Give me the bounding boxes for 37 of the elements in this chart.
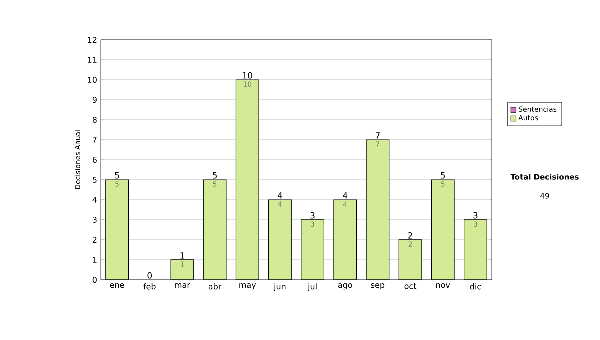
total-label: 5 xyxy=(441,172,446,179)
x-tick-label: dic xyxy=(470,284,482,290)
x-tick-label: ene xyxy=(110,284,124,288)
x-tick-label: sep xyxy=(371,284,385,290)
x-tick-label: mar xyxy=(175,284,190,288)
y-tick-label: 0 xyxy=(92,276,97,284)
x-tick-label: feb xyxy=(144,284,156,290)
y-tick-label: 7 xyxy=(93,137,97,143)
total-label: 0 xyxy=(148,272,152,279)
y-tick-label: 3 xyxy=(93,216,97,224)
y-tick-label: 1 xyxy=(93,257,97,263)
x-tick-label: nov xyxy=(436,284,450,288)
y-tick-label: 6 xyxy=(92,156,97,164)
x-tick-label: abr xyxy=(208,284,222,290)
total-label: 7 xyxy=(376,132,380,139)
x-tick-label: jun xyxy=(274,284,286,292)
total-label: 2 xyxy=(408,232,412,239)
x-tick-label: may xyxy=(240,284,256,290)
y-tick-label: 9 xyxy=(92,96,97,104)
total-label: 4 xyxy=(343,192,348,199)
y-tick-label: 11 xyxy=(88,57,97,63)
total-label: 3 xyxy=(310,212,315,219)
total-label: 10 xyxy=(243,72,252,79)
y-tick-label: 12 xyxy=(88,37,97,43)
y-tick-label: 4 xyxy=(92,197,98,203)
total-label: 4 xyxy=(278,192,282,199)
total-label: 3 xyxy=(474,212,478,219)
x-tick-label: oct xyxy=(404,284,417,290)
total-label: 1 xyxy=(180,252,184,259)
y-tick-label: 5 xyxy=(93,177,97,183)
x-tick-label: jul xyxy=(308,284,317,292)
y-tick-label: 8 xyxy=(92,116,97,124)
y-tick-label: 2 xyxy=(92,237,97,243)
y-tick-label: 10 xyxy=(88,76,97,84)
total-label: 5 xyxy=(213,172,217,179)
x-tick-label: ago xyxy=(338,284,352,290)
total-label: 5 xyxy=(115,172,120,179)
